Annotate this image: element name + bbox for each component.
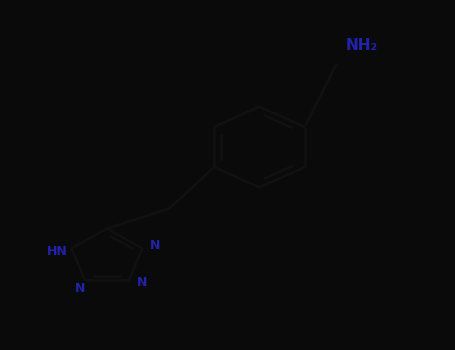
Text: N: N [136, 276, 147, 289]
Text: HN: HN [46, 245, 67, 258]
Text: N: N [150, 239, 160, 252]
Text: NH₂: NH₂ [346, 38, 378, 53]
Text: N: N [75, 282, 86, 295]
